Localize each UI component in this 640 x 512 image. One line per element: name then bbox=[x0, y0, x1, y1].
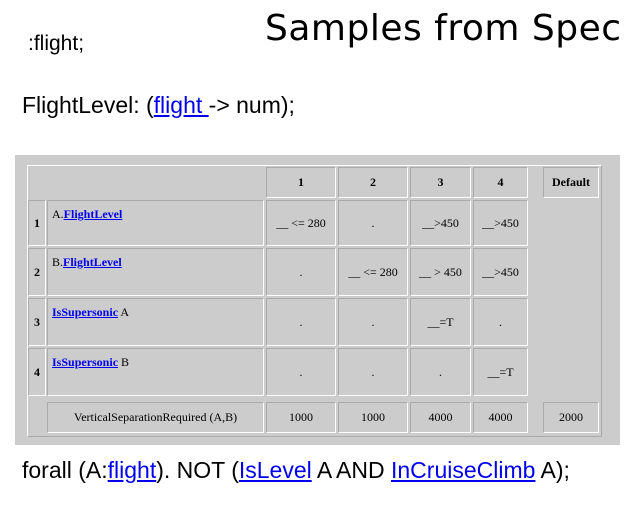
condition-link[interactable]: FlightLevel bbox=[63, 207, 123, 221]
incruiseclimb-link[interactable]: InCruiseClimb bbox=[391, 457, 536, 483]
condition-link[interactable]: FlightLevel bbox=[63, 255, 122, 269]
text: -> num); bbox=[208, 92, 295, 118]
rule-cell: . bbox=[410, 348, 471, 396]
rule-cell: . bbox=[338, 348, 408, 396]
slide-title: Samples from Spec bbox=[265, 8, 622, 49]
column-header: 2 bbox=[338, 167, 408, 198]
flight-link[interactable]: flight bbox=[107, 457, 157, 483]
row-number: 4 bbox=[28, 348, 46, 396]
condition-label: IsSupersonic A bbox=[47, 298, 264, 346]
decision-table-panel bbox=[15, 155, 620, 445]
decision-table bbox=[27, 165, 602, 437]
rule-cell: __>450 bbox=[473, 200, 528, 246]
rule-cell: . bbox=[266, 348, 336, 396]
rule-cell: __>450 bbox=[410, 200, 471, 246]
output-label: VerticalSeparationRequired (A,B) bbox=[47, 402, 264, 433]
rule-cell: __>450 bbox=[473, 248, 528, 296]
flight-link[interactable]: flight bbox=[153, 92, 209, 118]
column-header: 1 bbox=[266, 167, 336, 198]
rule-cell: __=T bbox=[473, 348, 528, 396]
condition-label: IsSupersonic B bbox=[47, 348, 264, 396]
text: forall (A: bbox=[22, 457, 108, 483]
text: A); bbox=[535, 457, 570, 483]
output-value: 1000 bbox=[338, 402, 408, 433]
condition-label: A. FlightLevel bbox=[47, 200, 264, 246]
rule-cell: __ > 450 bbox=[410, 248, 471, 296]
condition-suffix: B bbox=[118, 355, 130, 369]
text: FlightLevel: ( bbox=[22, 92, 154, 118]
condition-link[interactable]: IsSupersonic bbox=[52, 355, 119, 369]
rule-cell: __=T bbox=[410, 298, 471, 346]
forall-statement: forall (A:flight). NOT (IsLevel A AND In… bbox=[22, 457, 570, 484]
default-column-header: Default bbox=[543, 167, 599, 198]
rule-cell: __ <= 280 bbox=[266, 200, 336, 246]
rule-cell: . bbox=[266, 248, 336, 296]
flight-declaration: :flight; bbox=[28, 32, 85, 55]
islevel-link[interactable]: IsLevel bbox=[238, 457, 312, 483]
output-default-value: 2000 bbox=[543, 402, 599, 433]
rule-cell: . bbox=[338, 298, 408, 346]
output-value: 4000 bbox=[410, 402, 471, 433]
output-value: 1000 bbox=[266, 402, 336, 433]
flightlevel-declaration: FlightLevel: (flight -> num); bbox=[22, 92, 295, 119]
column-header: 4 bbox=[473, 167, 528, 198]
row-number: 1 bbox=[28, 200, 46, 246]
rule-cell: . bbox=[266, 298, 336, 346]
text: A AND bbox=[311, 457, 391, 483]
condition-link[interactable]: IsSupersonic bbox=[52, 305, 119, 319]
condition-prefix: A. bbox=[52, 207, 64, 221]
rule-cell: __ <= 280 bbox=[338, 248, 408, 296]
row-number: 3 bbox=[28, 298, 46, 346]
rule-cell: . bbox=[473, 298, 528, 346]
rule-cell: . bbox=[338, 200, 408, 246]
text: ). NOT ( bbox=[156, 457, 239, 483]
condition-suffix: A bbox=[118, 305, 130, 319]
condition-label: B. FlightLevel bbox=[47, 248, 264, 296]
column-header: 3 bbox=[410, 167, 471, 198]
condition-prefix: B. bbox=[52, 255, 64, 269]
output-value: 4000 bbox=[473, 402, 528, 433]
row-number: 2 bbox=[28, 248, 46, 296]
